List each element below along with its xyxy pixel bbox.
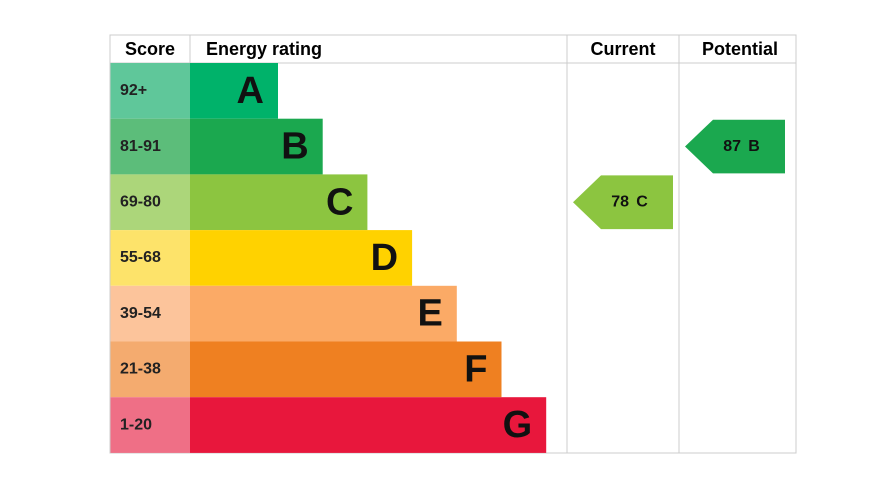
rating-bar <box>190 174 368 231</box>
header-score: Score <box>125 39 175 59</box>
rating-letter: B <box>281 126 308 168</box>
score-cell <box>110 285 190 342</box>
score-cell <box>110 174 190 231</box>
score-cell <box>110 397 190 453</box>
rating-letter: F <box>464 348 487 390</box>
rating-bar <box>190 63 278 119</box>
rating-letter: D <box>371 237 398 279</box>
score-cell <box>110 63 190 119</box>
score-label: 81-91 <box>120 138 161 155</box>
rating-letter: A <box>237 70 264 112</box>
rating-bar <box>190 285 457 342</box>
score-label: 39-54 <box>120 305 161 322</box>
score-label: 1-20 <box>120 416 152 433</box>
score-label: 55-68 <box>120 249 161 266</box>
rating-bar <box>190 397 547 453</box>
score-cell <box>110 230 190 286</box>
rating-bar <box>190 118 323 175</box>
score-cell <box>110 118 190 175</box>
header-rating: Energy rating <box>206 39 322 59</box>
potential-value: 87 <box>723 138 741 155</box>
header-current: Current <box>590 39 655 59</box>
header-potential: Potential <box>702 39 778 59</box>
score-label: 69-80 <box>120 193 161 210</box>
potential-arrow <box>685 119 785 174</box>
score-label: 92+ <box>120 82 147 99</box>
score-cell <box>110 341 190 398</box>
current-value: 78 <box>611 193 629 210</box>
rating-letter: G <box>503 404 533 446</box>
current-band: C <box>636 193 648 210</box>
rating-bar <box>190 341 502 398</box>
potential-band: B <box>748 138 760 155</box>
rating-letter: C <box>326 181 353 223</box>
score-label: 21-38 <box>120 361 161 378</box>
frame <box>109 34 797 454</box>
rating-bar <box>190 230 413 286</box>
current-arrow <box>573 175 673 230</box>
rating-letter: E <box>417 293 442 335</box>
